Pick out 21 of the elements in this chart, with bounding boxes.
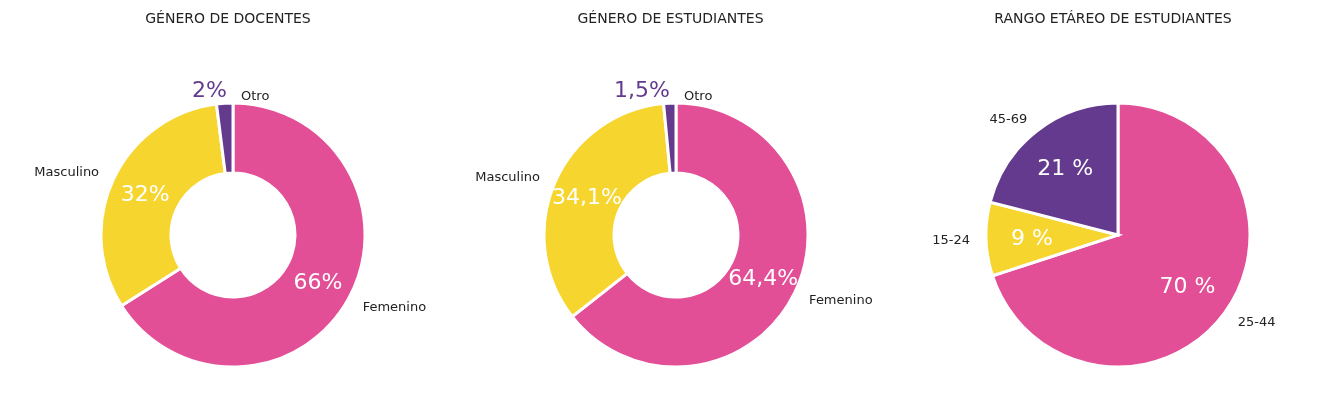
- chart-title: GÉNERO DE DOCENTES: [144, 10, 312, 26]
- chart-title: GÉNERO DE ESTUDIANTES: [576, 10, 765, 26]
- data-label: 2%: [192, 76, 227, 102]
- data-label: 32%: [120, 181, 170, 207]
- data-label: 34,1%: [551, 184, 622, 210]
- data-label: 66%: [293, 269, 343, 295]
- data-label: 21 %: [1037, 154, 1094, 180]
- slice-label: Masculino: [34, 164, 100, 180]
- slice-label: Femenino: [808, 292, 873, 308]
- data-label: 64,4%: [727, 264, 798, 290]
- chart-title: RANGO ETÁREO DE ESTUDIANTES: [993, 10, 1233, 26]
- slice-label: Otro: [683, 87, 712, 103]
- slice-label: 15-24: [932, 232, 971, 248]
- slice-label: Femenino: [362, 298, 427, 314]
- slice-label: Otro: [241, 87, 270, 103]
- data-label: 70 %: [1159, 273, 1216, 299]
- slice-label: 45-69: [989, 110, 1028, 126]
- data-label: 9 %: [1011, 225, 1053, 251]
- slice-label: Masculino: [474, 169, 540, 185]
- data-label: 1,5%: [613, 76, 670, 102]
- slice-label: 25-44: [1237, 314, 1276, 330]
